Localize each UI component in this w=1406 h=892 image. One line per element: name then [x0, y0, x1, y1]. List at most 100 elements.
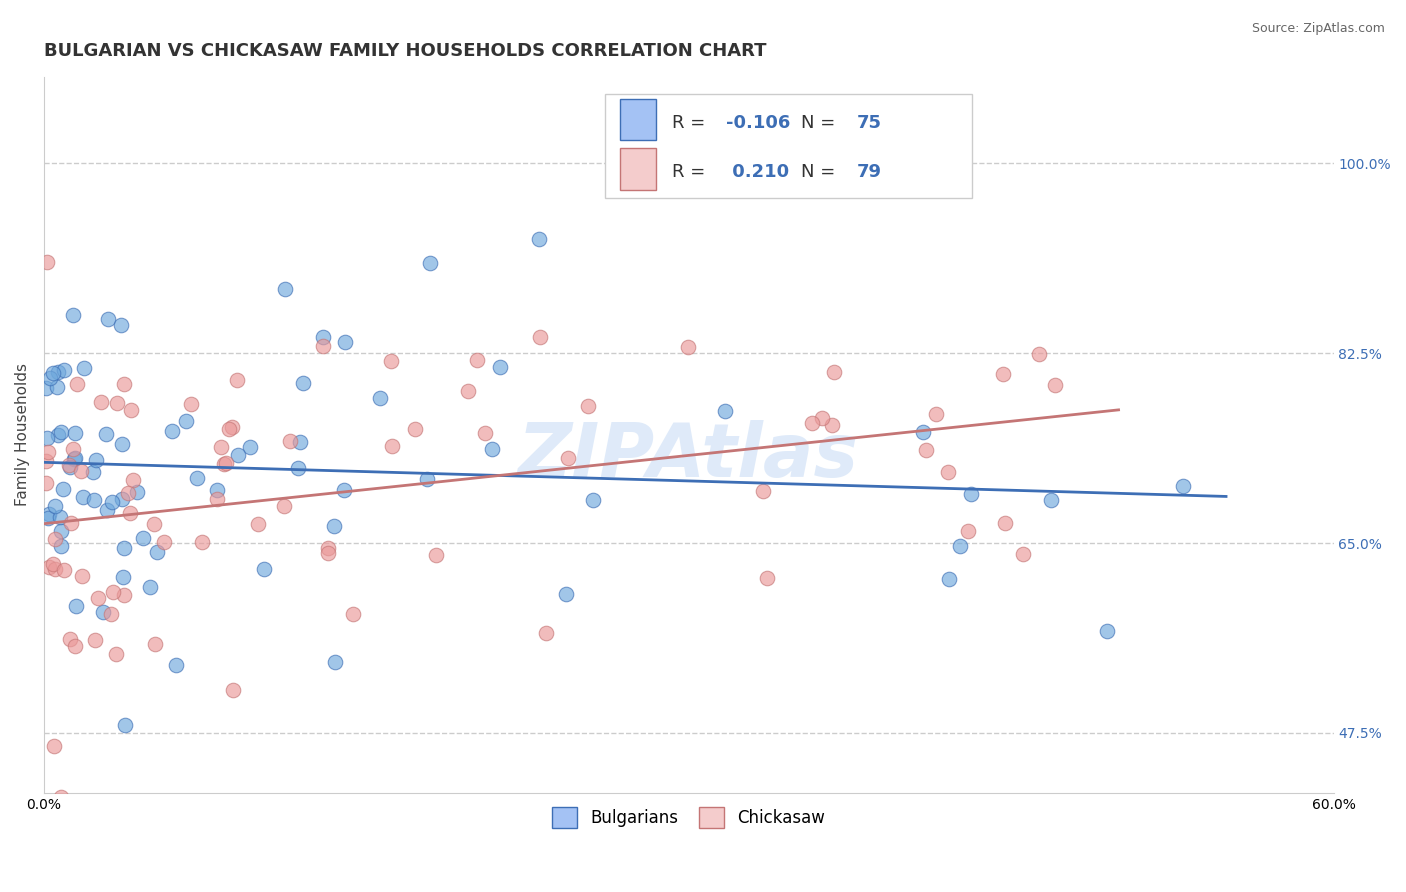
Point	[226, 448, 249, 462]
Point	[146, 545, 169, 559]
Point	[956, 524, 979, 538]
Point	[820, 417, 842, 432]
Point	[70, 464, 93, 478]
Point	[160, 424, 183, 438]
Point	[239, 440, 262, 454]
Point	[120, 506, 142, 520]
Point	[122, 473, 145, 487]
Point	[44, 499, 66, 513]
Point	[105, 396, 128, 410]
Point	[49, 509, 72, 524]
Point	[104, 647, 127, 661]
Point	[312, 330, 335, 344]
Point	[474, 426, 496, 441]
Point	[288, 434, 311, 449]
Text: N =: N =	[801, 113, 841, 131]
Point	[35, 454, 58, 468]
Text: 79: 79	[856, 163, 882, 181]
Point	[226, 374, 249, 388]
Point	[59, 460, 82, 475]
Point	[215, 456, 238, 470]
Point	[35, 475, 58, 490]
Point	[35, 431, 58, 445]
Point	[322, 519, 344, 533]
Point	[72, 491, 94, 505]
Point	[582, 492, 605, 507]
Point	[58, 458, 80, 473]
Point	[1040, 492, 1063, 507]
Point	[63, 425, 86, 440]
Point	[911, 425, 934, 439]
Point	[37, 444, 59, 458]
Point	[38, 507, 60, 521]
Point	[316, 546, 339, 560]
Text: 75: 75	[856, 113, 882, 131]
Point	[186, 471, 208, 485]
Point	[218, 422, 240, 436]
Point	[62, 452, 84, 467]
Point	[42, 366, 65, 380]
Point	[915, 442, 938, 457]
Point	[49, 425, 72, 440]
Point	[714, 404, 737, 418]
Point	[58, 632, 80, 646]
Point	[165, 657, 187, 672]
Point	[938, 572, 960, 586]
Point	[132, 531, 155, 545]
Point	[48, 365, 70, 379]
Point	[811, 411, 834, 425]
Point	[312, 339, 335, 353]
Text: -0.106: -0.106	[725, 113, 790, 131]
Point	[143, 637, 166, 651]
Point	[101, 495, 124, 509]
Point	[97, 311, 120, 326]
Point	[323, 655, 346, 669]
Point	[246, 516, 269, 531]
Point	[823, 365, 845, 379]
Point	[960, 487, 983, 501]
Point	[1171, 479, 1194, 493]
Point	[333, 483, 356, 498]
Point	[82, 465, 104, 479]
Point	[342, 607, 364, 622]
Point	[52, 563, 75, 577]
Point	[190, 535, 212, 549]
Point	[174, 414, 197, 428]
Point	[37, 511, 59, 525]
Point	[152, 535, 174, 549]
Point	[291, 376, 314, 390]
Point	[991, 367, 1014, 381]
Point	[112, 377, 135, 392]
Point	[252, 562, 274, 576]
Point	[63, 451, 86, 466]
Text: BULGARIAN VS CHICKASAW FAMILY HOUSEHOLDS CORRELATION CHART: BULGARIAN VS CHICKASAW FAMILY HOUSEHOLDS…	[44, 42, 766, 60]
Point	[41, 558, 63, 572]
Point	[44, 739, 66, 753]
FancyBboxPatch shape	[605, 95, 973, 198]
Text: 0.210: 0.210	[725, 163, 789, 181]
Point	[994, 516, 1017, 531]
Text: N =: N =	[801, 163, 841, 181]
FancyBboxPatch shape	[620, 148, 657, 190]
Point	[120, 403, 142, 417]
Point	[333, 335, 356, 350]
Point	[381, 439, 404, 453]
Point	[554, 587, 576, 601]
Point	[205, 491, 228, 506]
Point	[273, 499, 295, 513]
Point	[529, 330, 551, 344]
Point	[112, 588, 135, 602]
FancyBboxPatch shape	[620, 99, 657, 140]
Point	[84, 452, 107, 467]
Point	[576, 399, 599, 413]
Point	[287, 460, 309, 475]
Point	[752, 483, 775, 498]
Point	[368, 392, 391, 406]
Point	[66, 377, 89, 392]
Point	[117, 486, 139, 500]
Point	[62, 442, 84, 456]
Point	[180, 397, 202, 411]
Point	[278, 434, 301, 449]
Point	[127, 485, 149, 500]
Point	[90, 394, 112, 409]
